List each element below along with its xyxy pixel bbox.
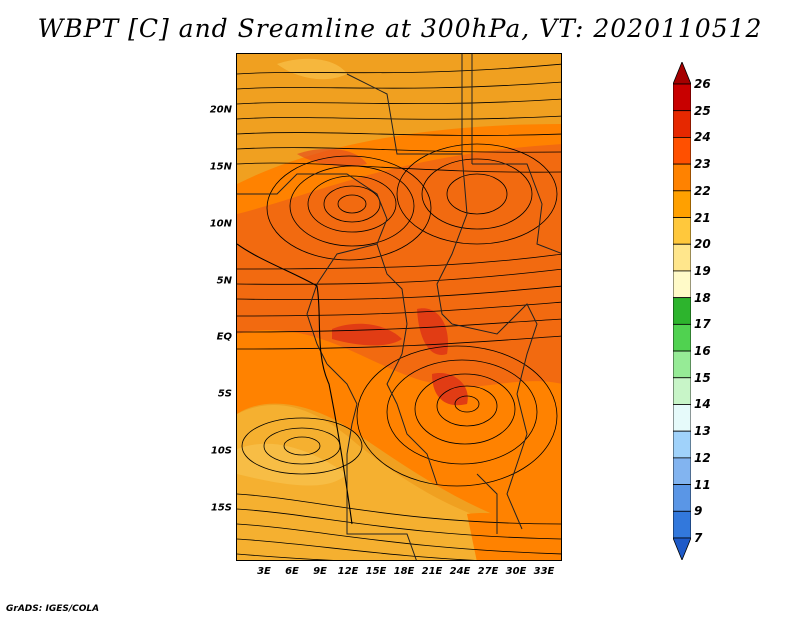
x-tick-label: 24E (449, 566, 471, 577)
colorbar-tick-label: 7 (694, 531, 703, 545)
colorbar-segment (673, 190, 691, 218)
colorbar-segment (673, 377, 691, 405)
colorbar-segment (673, 137, 691, 165)
colorbar-tick-label: 18 (694, 290, 711, 305)
y-tick-label: 15S (210, 502, 232, 514)
colorbar-tick-label: 19 (694, 263, 711, 278)
colorbar-tick-label: 25 (694, 103, 711, 118)
x-tick-label: 33E (533, 566, 555, 577)
x-tick-label: 6E (285, 566, 299, 577)
x-tick-label: 30E (505, 566, 527, 577)
colorbar-segment (673, 297, 691, 325)
colorbar-segment (673, 350, 691, 379)
colorbar-segment (673, 430, 691, 459)
x-tick-label: 9E (313, 566, 327, 577)
colorbar-segment (673, 217, 691, 245)
y-tick-label: 5N (216, 275, 232, 287)
x-tick-label: 21E (421, 566, 443, 577)
y-tick-label: 20N (209, 104, 232, 116)
colorbar-segment (673, 457, 691, 485)
colorbar-tick-label: 23 (694, 157, 711, 172)
colorbar-tick-label: 17 (694, 317, 711, 332)
x-tick-label: 15E (365, 566, 387, 577)
colorbar-tick-label: 12 (694, 450, 711, 465)
colorbar-tick-label: 11 (694, 477, 711, 492)
colorbar-tick-label: 21 (694, 210, 711, 225)
colorbar-segment (673, 243, 691, 272)
colorbar-tick-label: 15 (694, 370, 711, 385)
colorbar-segment (673, 270, 691, 299)
colorbar-tick-label: 16 (694, 344, 711, 359)
map-panel (236, 53, 562, 561)
colorbar-segment (673, 110, 691, 138)
y-tick-label: 10N (209, 218, 232, 230)
colorbar-segment (673, 83, 691, 112)
y-tick-label: 5S (217, 388, 232, 400)
colorbar (673, 62, 691, 560)
colorbar-tick-label: 20 (694, 237, 711, 252)
colorbar-tick-label: 9 (694, 504, 703, 519)
x-tick-label: 12E (337, 566, 359, 577)
colorbar-segment (673, 163, 691, 192)
colorbar-bottom-triangle (673, 537, 691, 560)
colorbar-segment (673, 323, 691, 352)
colorbar-tick-label: 14 (694, 397, 711, 412)
credit-text: GrADS: IGES/COLA (6, 604, 100, 614)
colorbar-tick-label: 24 (694, 130, 711, 145)
colorbar-segment (673, 484, 691, 512)
y-tick-label: 10S (210, 445, 232, 457)
colorbar-top-triangle (673, 62, 691, 85)
x-tick-label: 27E (477, 566, 499, 577)
wbpt-streamline-map (237, 54, 561, 560)
y-tick-label: 15N (209, 161, 232, 173)
x-tick-label: 3E (257, 566, 271, 577)
map-title: WBPT [C] and Sreamline at 300hPa, VT: 20… (37, 14, 763, 43)
colorbar-tick-label: 13 (694, 424, 711, 439)
y-tick-label: EQ (216, 331, 232, 343)
colorbar-tick-label: 26 (694, 77, 711, 91)
colorbar-segment (673, 510, 691, 539)
colorbar-tick-label: 22 (694, 183, 711, 198)
x-tick-label: 18E (393, 566, 415, 577)
colorbar-segment (673, 404, 691, 432)
